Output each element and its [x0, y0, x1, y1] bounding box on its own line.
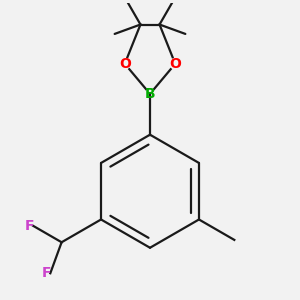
Text: B: B — [145, 87, 155, 101]
Text: F: F — [24, 219, 34, 233]
Text: O: O — [119, 57, 131, 71]
Text: F: F — [42, 266, 51, 280]
Text: O: O — [169, 57, 181, 71]
